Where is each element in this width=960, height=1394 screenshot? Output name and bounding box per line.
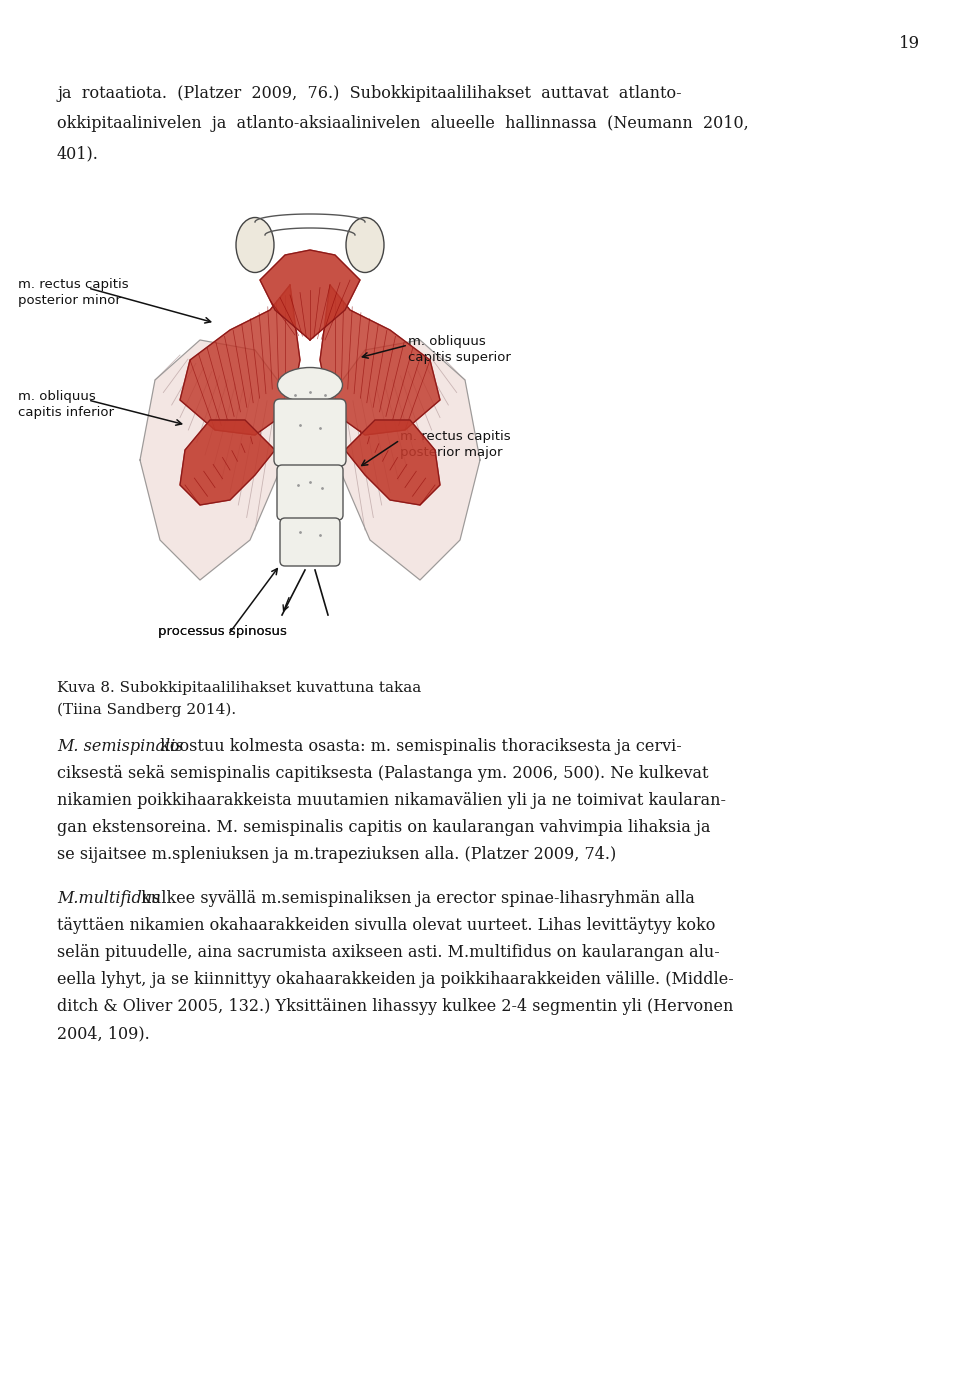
- Polygon shape: [260, 250, 360, 340]
- Text: selän pituudelle, aina sacrumista axikseen asti. M.multifidus on kaularangan alu: selän pituudelle, aina sacrumista axikse…: [57, 944, 720, 960]
- Text: nikamien poikkihaarakkeista muutamien nikamavälien yli ja ne toimivat kaularan-: nikamien poikkihaarakkeista muutamien ni…: [57, 792, 726, 809]
- Ellipse shape: [277, 368, 343, 403]
- Text: kulkee syvällä m.semispinaliksen ja erector spinae-lihasryhmän alla: kulkee syvällä m.semispinaliksen ja erec…: [135, 889, 694, 907]
- Text: 19: 19: [899, 35, 920, 52]
- Text: m. rectus capitis
posterior minor: m. rectus capitis posterior minor: [18, 277, 129, 307]
- Text: täyttäen nikamien okahaarakkeiden sivulla olevat uurteet. Lihas levittäytyy koko: täyttäen nikamien okahaarakkeiden sivull…: [57, 917, 715, 934]
- Text: ciksestä sekä semispinalis capitiksesta (Palastanga ym. 2006, 500). Ne kulkevat: ciksestä sekä semispinalis capitiksesta …: [57, 765, 708, 782]
- Polygon shape: [180, 284, 300, 435]
- Polygon shape: [335, 340, 480, 580]
- Text: ditch & Oliver 2005, 132.) Yksittäinen lihassyy kulkee 2-4 segmentin yli (Hervon: ditch & Oliver 2005, 132.) Yksittäinen l…: [57, 998, 733, 1015]
- Text: koostuu kolmesta osasta: m. semispinalis thoraciksesta ja cervi-: koostuu kolmesta osasta: m. semispinalis…: [156, 737, 682, 756]
- Text: gan ekstensoreina. M. semispinalis capitis on kaularangan vahvimpia lihaksia ja: gan ekstensoreina. M. semispinalis capit…: [57, 820, 710, 836]
- Text: ja  rotaatiota.  (Platzer  2009,  76.)  Subokkipitaalilihakset  auttavat  atlant: ja rotaatiota. (Platzer 2009, 76.) Subok…: [57, 85, 682, 102]
- Text: okkipitaalinivelen  ja  atlanto-aksiaalinivelen  alueelle  hallinnassa  (Neumann: okkipitaalinivelen ja atlanto-aksiaalini…: [57, 114, 749, 132]
- Text: (Tiina Sandberg 2014).: (Tiina Sandberg 2014).: [57, 703, 236, 718]
- Text: 2004, 109).: 2004, 109).: [57, 1025, 150, 1041]
- Polygon shape: [345, 420, 440, 505]
- Polygon shape: [320, 284, 440, 435]
- Text: m. obliquus
capitis inferior: m. obliquus capitis inferior: [18, 390, 114, 420]
- Polygon shape: [140, 340, 285, 580]
- Ellipse shape: [346, 217, 384, 272]
- FancyBboxPatch shape: [280, 519, 340, 566]
- FancyBboxPatch shape: [274, 399, 346, 466]
- Text: 401).: 401).: [57, 145, 99, 162]
- Text: processus spinosus: processus spinosus: [158, 625, 287, 638]
- Text: se sijaitsee m.spleniuksen ja m.trapeziuksen alla. (Platzer 2009, 74.): se sijaitsee m.spleniuksen ja m.trapeziu…: [57, 846, 616, 863]
- Text: M.multifidus: M.multifidus: [57, 889, 160, 907]
- Text: processus spinosus: processus spinosus: [158, 625, 287, 638]
- Ellipse shape: [236, 217, 274, 272]
- Text: Kuva 8. Subokkipitaalilihakset kuvattuna takaa: Kuva 8. Subokkipitaalilihakset kuvattuna…: [57, 682, 421, 696]
- Polygon shape: [180, 420, 275, 505]
- Text: eella lyhyt, ja se kiinnittyy okahaarakkeiden ja poikkihaarakkeiden välille. (Mi: eella lyhyt, ja se kiinnittyy okahaarakk…: [57, 972, 733, 988]
- Text: m. rectus capitis
posterior major: m. rectus capitis posterior major: [400, 429, 511, 459]
- Text: M. semispinalis: M. semispinalis: [57, 737, 183, 756]
- Text: m. obliquus
capitis superior: m. obliquus capitis superior: [408, 335, 511, 364]
- FancyBboxPatch shape: [277, 466, 343, 520]
